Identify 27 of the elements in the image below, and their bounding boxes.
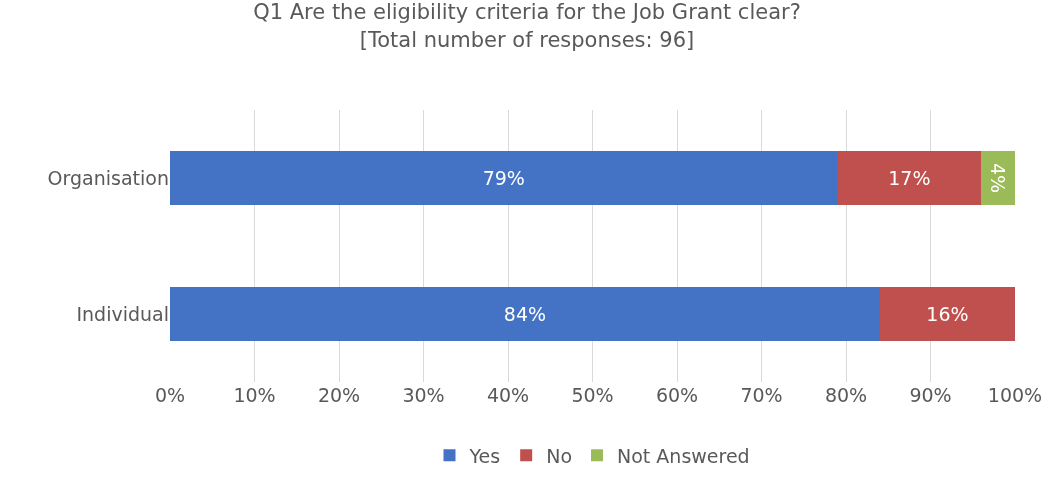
bar bbox=[879, 286, 1015, 342]
x-tick-label: 0% bbox=[154, 384, 186, 406]
data-label: 84% bbox=[503, 303, 547, 325]
chart-title: Q1 Are the eligibility criteria for the Job Grant clear? bbox=[253, 0, 801, 25]
data-label: 79% bbox=[482, 167, 525, 189]
data-label: 17% bbox=[888, 167, 931, 189]
legend-label: Not Answered bbox=[617, 444, 750, 467]
y-tick-label: Organisation bbox=[47, 166, 169, 189]
x-tick-label: 20% bbox=[317, 384, 361, 406]
data-label: 16% bbox=[926, 303, 969, 325]
legend-label: Yes bbox=[468, 444, 501, 467]
chart-subtitle: [Total number of responses: 96] bbox=[359, 27, 695, 52]
y-tick-label: Individual bbox=[76, 302, 169, 325]
x-tick-label: 80% bbox=[824, 384, 868, 406]
data-label: 4% bbox=[987, 162, 1010, 194]
x-tick-label: 10% bbox=[233, 384, 276, 406]
x-tick-label: 50% bbox=[571, 384, 614, 406]
x-tick-label: 40% bbox=[486, 384, 530, 406]
x-tick-label: 90% bbox=[909, 384, 952, 406]
x-tick-label: 70% bbox=[740, 384, 783, 406]
x-tick-label: 100% bbox=[987, 384, 1043, 406]
bar bbox=[170, 286, 880, 342]
bar bbox=[837, 150, 982, 206]
x-tick-label: 60% bbox=[655, 384, 699, 406]
legend-label: No bbox=[546, 444, 573, 467]
x-tick-label: 30% bbox=[402, 384, 445, 406]
bar bbox=[170, 150, 838, 206]
